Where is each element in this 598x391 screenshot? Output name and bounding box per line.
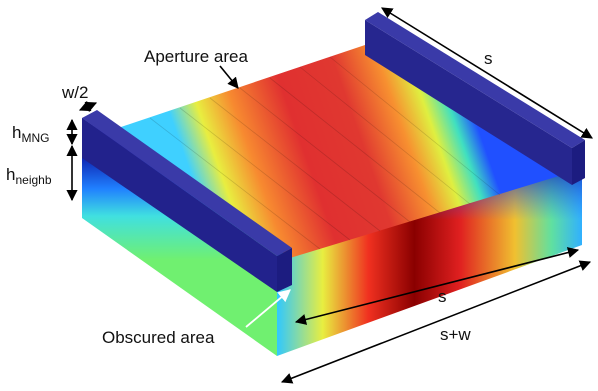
h-mng-base: h (12, 123, 21, 142)
s-plus-w-label: s+w (440, 325, 471, 344)
w-half-label: w/2 (61, 83, 88, 102)
diagram: Aperture area s s s+w w/2 Obscured area … (0, 0, 598, 391)
h-neighb-base: h (6, 165, 15, 184)
s-top-label: s (484, 49, 493, 68)
s-front-label: s (438, 287, 447, 306)
h-mng-sub: MNG (21, 131, 49, 145)
h-neighb-label: hneighb (6, 165, 52, 187)
obscured-label: Obscured area (102, 328, 215, 347)
aperture-label: Aperture area (144, 47, 248, 66)
h-mng-label: hMNG (12, 123, 49, 145)
h-neighb-sub: neighb (15, 173, 51, 187)
